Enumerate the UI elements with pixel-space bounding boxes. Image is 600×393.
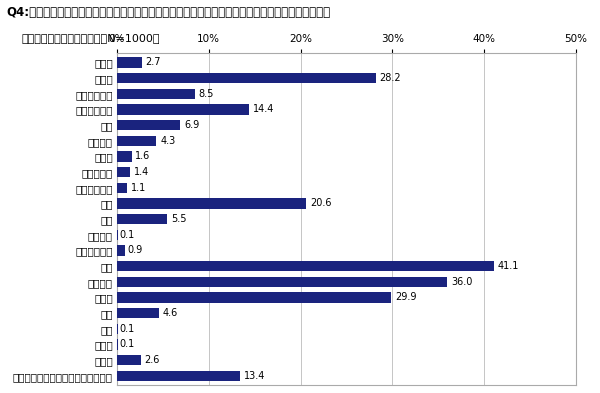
Bar xyxy=(117,339,118,349)
Text: 14.4: 14.4 xyxy=(253,105,274,114)
Bar xyxy=(117,57,142,68)
Text: 1.4: 1.4 xyxy=(134,167,149,177)
Bar xyxy=(117,261,494,271)
Bar xyxy=(117,245,125,255)
Text: 2.6: 2.6 xyxy=(145,355,160,365)
Bar xyxy=(117,151,131,162)
Bar xyxy=(117,230,118,240)
Text: 2.7: 2.7 xyxy=(145,57,161,68)
Bar xyxy=(117,355,141,365)
Text: 36.0: 36.0 xyxy=(451,277,473,287)
Text: 29.9: 29.9 xyxy=(395,292,416,303)
Bar xyxy=(117,198,306,209)
Text: 20.6: 20.6 xyxy=(310,198,331,208)
Bar xyxy=(117,324,118,334)
Bar xyxy=(117,120,181,130)
Text: 28.2: 28.2 xyxy=(380,73,401,83)
Text: 4.6: 4.6 xyxy=(163,308,178,318)
Bar xyxy=(117,183,127,193)
Text: 5.5: 5.5 xyxy=(171,214,187,224)
Bar xyxy=(117,136,157,146)
Bar xyxy=(117,105,249,114)
Text: 13.4: 13.4 xyxy=(244,371,265,381)
Bar xyxy=(117,89,195,99)
Text: 0.1: 0.1 xyxy=(120,324,135,334)
Text: 6.9: 6.9 xyxy=(184,120,199,130)
Text: 4.3: 4.3 xyxy=(160,136,175,146)
Text: （お答えはいくつでも）　（N=1000）: （お答えはいくつでも） （N=1000） xyxy=(21,33,160,43)
Text: 8.5: 8.5 xyxy=(199,89,214,99)
Text: 1.1: 1.1 xyxy=(131,183,146,193)
Bar xyxy=(117,167,130,177)
Text: Q4:親御さんにお伺いします。あなたが、子どもの頃に通っていた習い事についてお答えください。: Q4:親御さんにお伺いします。あなたが、子どもの頃に通っていた習い事についてお答… xyxy=(6,6,330,19)
Text: 1.6: 1.6 xyxy=(136,151,151,162)
Text: 0.9: 0.9 xyxy=(127,245,142,255)
Bar xyxy=(117,277,448,287)
Bar xyxy=(117,73,376,83)
Bar xyxy=(117,292,391,303)
Text: 41.1: 41.1 xyxy=(498,261,520,271)
Text: 0.1: 0.1 xyxy=(120,230,135,240)
Text: 0.1: 0.1 xyxy=(120,340,135,349)
Bar xyxy=(117,214,167,224)
Bar xyxy=(117,308,159,318)
Bar xyxy=(117,371,240,381)
